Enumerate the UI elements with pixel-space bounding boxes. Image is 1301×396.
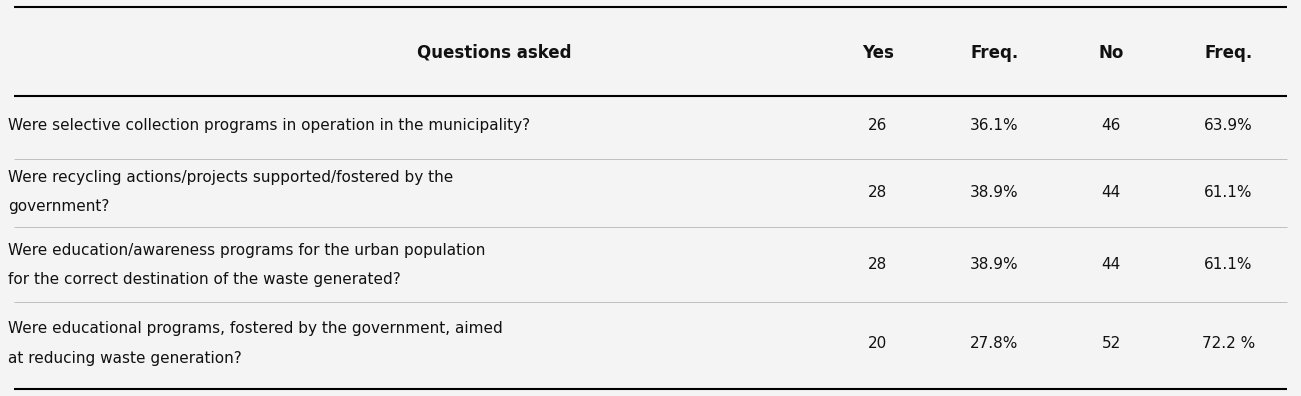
Text: Yes: Yes: [861, 44, 894, 61]
Text: 46: 46: [1102, 118, 1121, 133]
Text: Were recycling actions/projects supported/fostered by the: Were recycling actions/projects supporte…: [8, 170, 453, 185]
Text: 44: 44: [1102, 257, 1121, 272]
Text: Were selective collection programs in operation in the municipality?: Were selective collection programs in op…: [8, 118, 530, 133]
Text: government?: government?: [8, 199, 109, 214]
Text: 61.1%: 61.1%: [1203, 185, 1253, 200]
Text: 72.2 %: 72.2 %: [1202, 336, 1255, 351]
Text: 63.9%: 63.9%: [1203, 118, 1253, 133]
Text: 28: 28: [868, 185, 887, 200]
Text: Were education/awareness programs for the urban population: Were education/awareness programs for th…: [8, 243, 485, 258]
Text: 52: 52: [1102, 336, 1121, 351]
Text: Questions asked: Questions asked: [418, 44, 572, 61]
Text: 28: 28: [868, 257, 887, 272]
Text: 38.9%: 38.9%: [971, 257, 1019, 272]
Text: 36.1%: 36.1%: [971, 118, 1019, 133]
Text: Were educational programs, fostered by the government, aimed: Were educational programs, fostered by t…: [8, 321, 502, 336]
Text: for the correct destination of the waste generated?: for the correct destination of the waste…: [8, 272, 401, 287]
Text: 27.8%: 27.8%: [971, 336, 1019, 351]
Text: 44: 44: [1102, 185, 1121, 200]
Text: 38.9%: 38.9%: [971, 185, 1019, 200]
Text: at reducing waste generation?: at reducing waste generation?: [8, 351, 242, 366]
Text: Freq.: Freq.: [1205, 44, 1253, 61]
Text: Freq.: Freq.: [971, 44, 1019, 61]
Text: 26: 26: [868, 118, 887, 133]
Text: 61.1%: 61.1%: [1203, 257, 1253, 272]
Text: No: No: [1098, 44, 1124, 61]
Text: 20: 20: [868, 336, 887, 351]
